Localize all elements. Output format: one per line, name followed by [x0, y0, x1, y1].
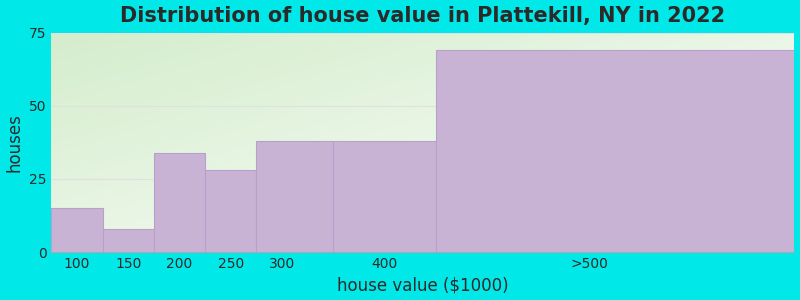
X-axis label: house value ($1000): house value ($1000)	[337, 276, 509, 294]
Bar	[154, 153, 205, 252]
Bar	[102, 229, 154, 252]
Bar	[205, 170, 257, 252]
Bar	[51, 208, 102, 252]
Title: Distribution of house value in Plattekill, NY in 2022: Distribution of house value in Plattekil…	[120, 6, 726, 26]
Bar	[436, 50, 794, 252]
Bar	[334, 141, 436, 252]
Bar	[257, 141, 334, 252]
Y-axis label: houses: houses	[6, 113, 23, 172]
